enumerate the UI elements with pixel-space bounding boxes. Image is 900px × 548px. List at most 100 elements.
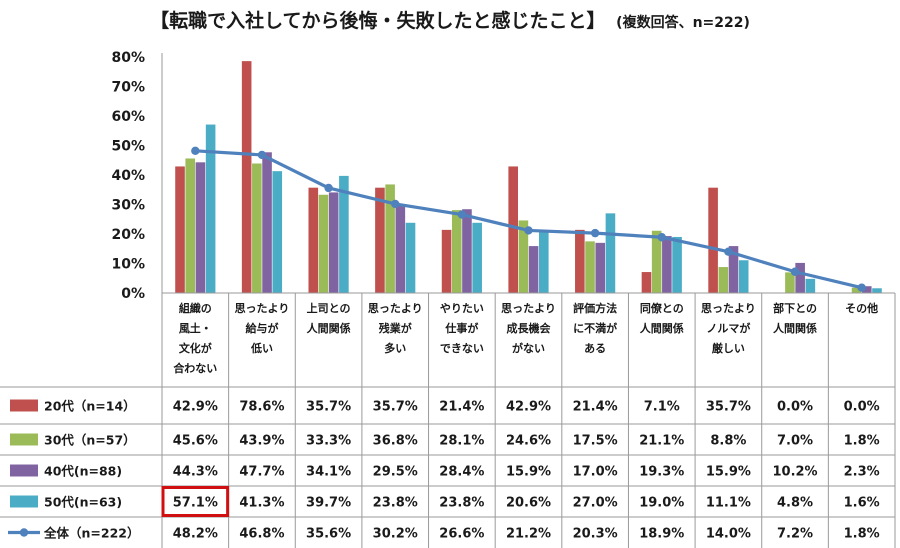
table-cell: 35.7% bbox=[706, 400, 751, 415]
category-label: 組織の bbox=[179, 301, 212, 315]
category-label: 低い bbox=[250, 341, 273, 355]
chart-title-main: 【転職で入社してから後悔・失敗したと感じたこと】 bbox=[150, 10, 606, 32]
category-label: 評価方法 bbox=[573, 301, 617, 315]
table-cell: 23.8% bbox=[373, 496, 418, 511]
table-cell: 42.9% bbox=[173, 400, 218, 415]
category-label: 人間関係 bbox=[640, 321, 684, 335]
bar bbox=[805, 278, 816, 293]
y-tick-label: 60% bbox=[111, 109, 145, 125]
category-label: できない bbox=[440, 342, 484, 355]
table-cell: 45.6% bbox=[173, 434, 218, 449]
table-cell: 21.4% bbox=[573, 400, 618, 415]
bar bbox=[872, 288, 882, 293]
table-cell: 27.0% bbox=[573, 496, 618, 511]
table-cell: 35.7% bbox=[306, 400, 351, 415]
bar bbox=[395, 205, 406, 293]
table-cell: 21.2% bbox=[506, 527, 551, 542]
table-cell: 33.3% bbox=[306, 434, 351, 449]
category-label: 部下との bbox=[773, 301, 817, 315]
category-label: がない bbox=[512, 341, 545, 355]
table-cell: 14.0% bbox=[706, 527, 751, 542]
bar bbox=[195, 162, 206, 293]
table-cell: 15.9% bbox=[706, 465, 751, 480]
table-cell: 36.8% bbox=[373, 434, 418, 449]
bar bbox=[451, 210, 462, 293]
category-label: 思ったより bbox=[368, 302, 423, 315]
category-label: 成長機会 bbox=[507, 321, 552, 335]
bar bbox=[339, 175, 349, 293]
bar bbox=[175, 166, 185, 293]
bar bbox=[405, 222, 416, 293]
table-cell: 44.3% bbox=[173, 465, 218, 480]
chart-subtitle: (複数回答、n=222) bbox=[616, 15, 750, 31]
category-label: その他 bbox=[845, 301, 878, 315]
y-tick-label: 10% bbox=[111, 257, 145, 273]
bar bbox=[861, 286, 872, 293]
y-tick-label: 80% bbox=[111, 50, 145, 66]
category-label: ノルマが bbox=[706, 321, 750, 335]
bar bbox=[851, 287, 862, 293]
bar bbox=[472, 222, 482, 293]
table-cell: 30.2% bbox=[373, 527, 418, 542]
table-cell: 19.3% bbox=[639, 465, 684, 480]
table-cell: 47.7% bbox=[239, 465, 284, 480]
table-cell: 28.4% bbox=[439, 465, 484, 480]
table-cell: 7.0% bbox=[777, 434, 813, 449]
total-line bbox=[195, 149, 863, 290]
legend-swatch bbox=[10, 399, 38, 412]
bar bbox=[708, 187, 718, 293]
table-cell: 24.6% bbox=[506, 434, 551, 449]
bar bbox=[508, 166, 518, 293]
table-cell: 21.4% bbox=[439, 400, 484, 415]
table-cell: 11.1% bbox=[706, 496, 751, 511]
table-cell: 28.1% bbox=[439, 434, 484, 449]
legend-swatch bbox=[10, 464, 38, 477]
category-label: ある bbox=[584, 342, 606, 355]
bar bbox=[738, 260, 749, 293]
table-cell: 1.8% bbox=[844, 527, 880, 542]
table-cell: 2.3% bbox=[844, 465, 880, 480]
category-label: 人間関係 bbox=[307, 321, 351, 335]
category-label: やりたい bbox=[440, 302, 484, 315]
table-cell: 23.8% bbox=[439, 496, 484, 511]
table-cell: 42.9% bbox=[506, 400, 551, 415]
table-cell: 0.0% bbox=[844, 400, 880, 415]
category-label: 上司との bbox=[307, 301, 351, 315]
table-cell: 19.0% bbox=[639, 496, 684, 511]
bar bbox=[662, 236, 672, 293]
bar bbox=[672, 236, 682, 293]
category-label: 多い bbox=[384, 341, 406, 355]
total-marker bbox=[724, 247, 733, 256]
series-name: 50代(n=63) bbox=[44, 495, 122, 510]
highlight-box bbox=[161, 486, 230, 517]
table-cell: 0.0% bbox=[777, 400, 813, 415]
table-cell: 41.3% bbox=[239, 496, 284, 511]
table-cell: 43.9% bbox=[239, 434, 284, 449]
series-name: 30代（n=57） bbox=[44, 433, 136, 448]
y-tick-label: 20% bbox=[111, 227, 145, 243]
bar bbox=[272, 171, 283, 293]
total-marker bbox=[191, 146, 200, 156]
bar bbox=[441, 229, 452, 293]
y-tick-label: 0% bbox=[121, 286, 145, 302]
bar bbox=[518, 220, 529, 293]
total-marker bbox=[391, 199, 400, 209]
total-marker bbox=[324, 183, 333, 193]
table-cell: 26.6% bbox=[439, 527, 484, 542]
bar bbox=[205, 124, 216, 294]
table-cell: 4.8% bbox=[777, 496, 813, 511]
bar bbox=[308, 187, 319, 293]
bar bbox=[262, 152, 272, 293]
bar bbox=[385, 184, 395, 293]
table-cell: 1.8% bbox=[844, 434, 880, 449]
table-cell: 17.0% bbox=[573, 465, 618, 480]
category-label: 思ったより bbox=[701, 302, 756, 315]
total-marker bbox=[457, 210, 467, 219]
category-label: 同僚との bbox=[640, 301, 684, 315]
total-marker bbox=[524, 226, 533, 235]
table-cell: 21.1% bbox=[639, 434, 684, 449]
legend-swatch bbox=[10, 495, 38, 508]
table-cell: 48.2% bbox=[173, 527, 218, 542]
bar bbox=[795, 262, 805, 293]
